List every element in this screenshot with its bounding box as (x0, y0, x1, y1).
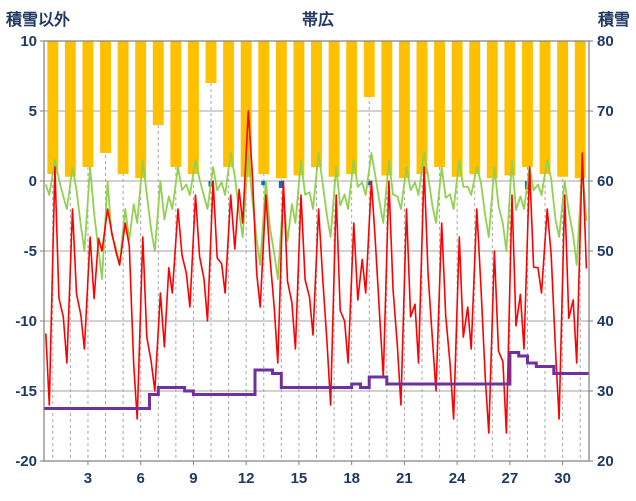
right-axis-title: 積雪 (597, 12, 630, 29)
left-axis-tick-label: 10 (20, 33, 37, 50)
right-axis-tick-label: 70 (597, 103, 614, 120)
right-axis-tick-label: 40 (597, 313, 614, 330)
left-axis-tick-label: 0 (29, 173, 37, 190)
left-axis-tick-label: -10 (15, 313, 37, 330)
snow-depth-line (44, 351, 589, 410)
x-axis-tick-label: 30 (554, 470, 571, 487)
ground-temperature-line (44, 152, 588, 280)
x-axis-tick-label: 3 (84, 470, 92, 487)
left-axis-title: 積雪以外 (6, 12, 71, 29)
left-axis-tick-label: -20 (15, 453, 37, 470)
right-axis-tick-label: 50 (597, 243, 614, 260)
x-axis-tick-label: 24 (449, 470, 466, 487)
chart-title: 帯広 (301, 12, 334, 29)
x-axis-tick-label: 27 (502, 470, 519, 487)
right-axis-tick-label: 30 (597, 383, 614, 400)
x-axis-tick-label: 15 (291, 470, 308, 487)
air-temperature-line (45, 110, 588, 434)
axis-ticks (40, 40, 593, 465)
left-axis-tick-label: 5 (29, 103, 37, 120)
right-axis-tick-label: 80 (597, 33, 614, 50)
right-axis-tick-label: 20 (597, 453, 614, 470)
x-axis-tick-label: 9 (189, 470, 197, 487)
sunshine-bars (47, 41, 586, 179)
left-axis-tick-label: -5 (24, 243, 37, 260)
x-axis-tick-label: 18 (343, 470, 360, 487)
left-axis-tick-label: -15 (15, 383, 37, 400)
right-axis-tick-label: 60 (597, 173, 614, 190)
x-axis-tick-label: 6 (137, 470, 145, 487)
x-axis-tick-label: 21 (396, 470, 413, 487)
x-axis-tick-label: 12 (238, 470, 255, 487)
